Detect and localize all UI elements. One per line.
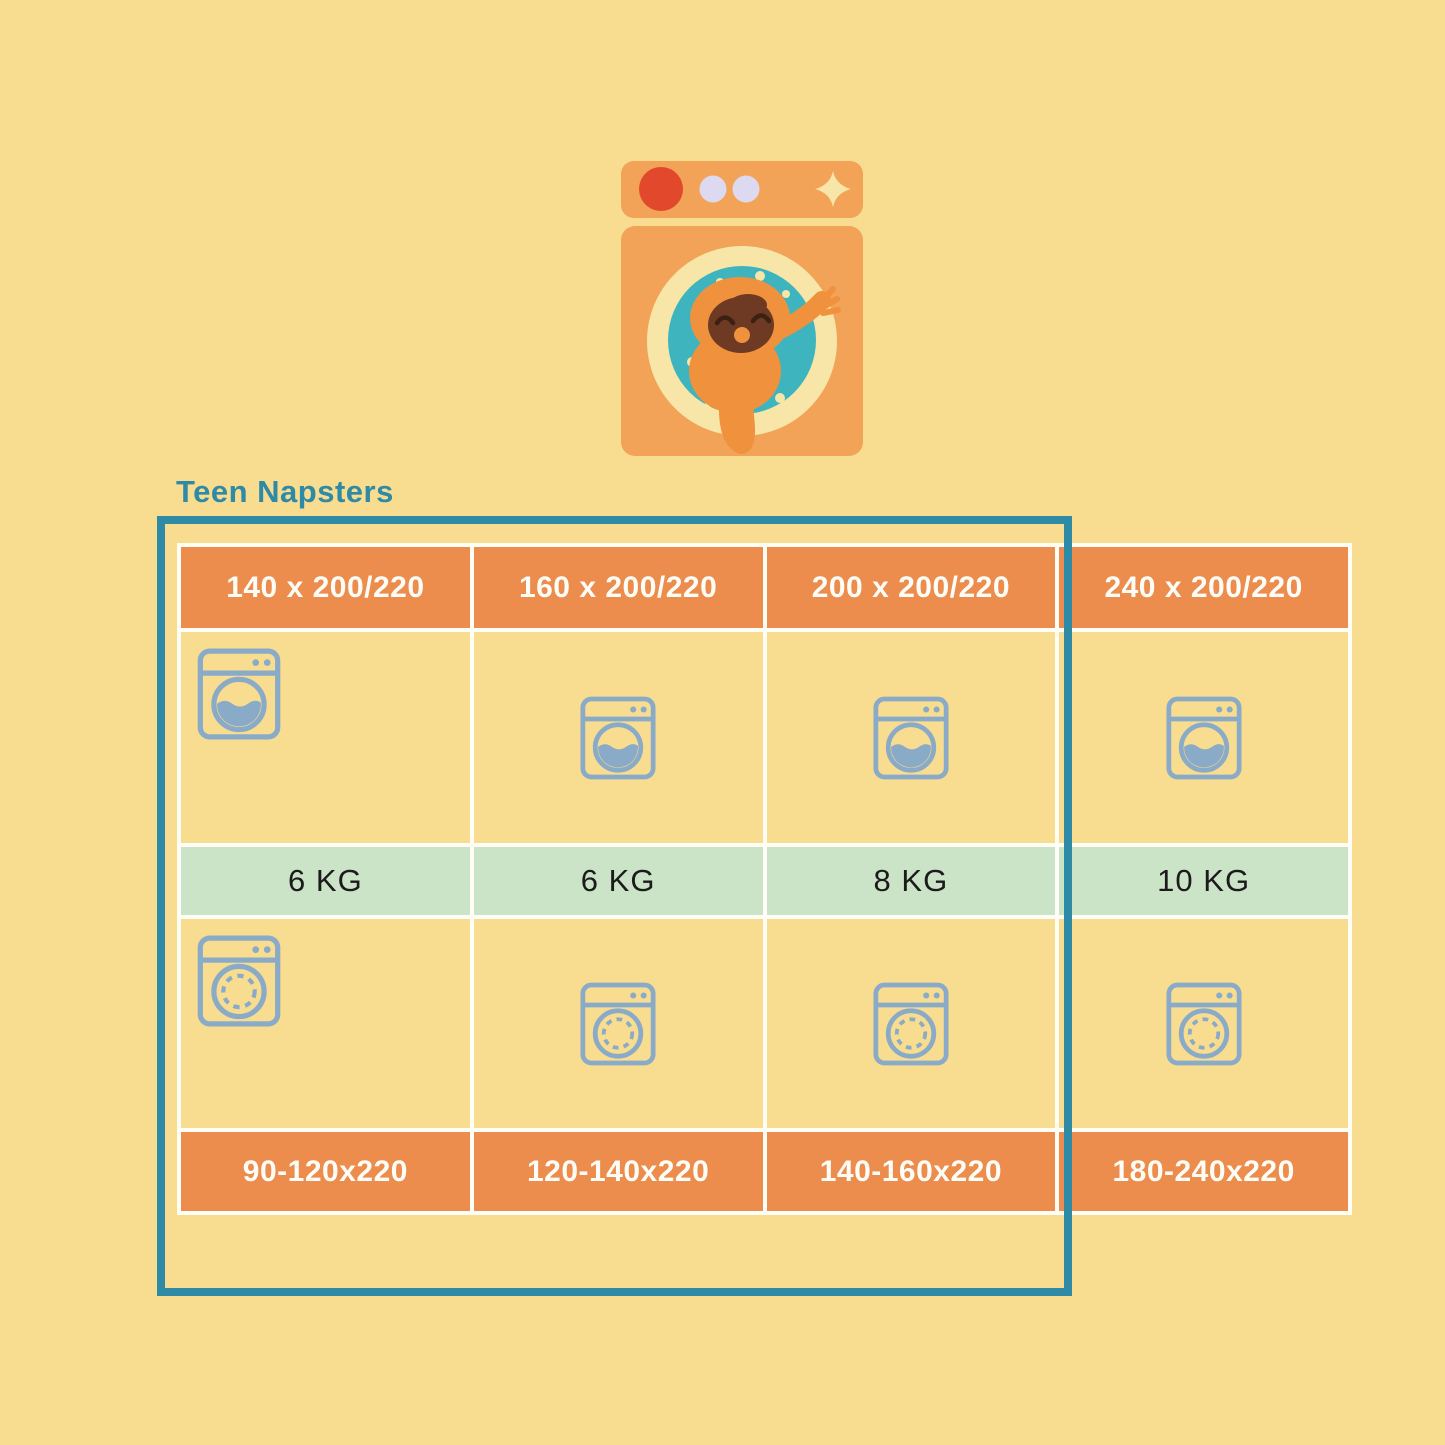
washer-cell — [473, 632, 763, 843]
washer-cell — [181, 632, 470, 843]
dryer-icon — [197, 935, 281, 1027]
capacity-cell: 6 KG — [181, 847, 470, 915]
size-cell: 90-120x220 — [181, 1132, 470, 1211]
size-cell: 180-240x220 — [1059, 1132, 1348, 1211]
washing-machine-icon — [197, 648, 281, 740]
size-cell: 120-140x220 — [473, 1132, 763, 1211]
capacity-cell: 10 KG — [1059, 847, 1348, 915]
duvet-size-label: 90-120x220 — [242, 1154, 408, 1188]
capacity-label: 6 KG — [288, 863, 363, 898]
duvet-size-label: 140-160x220 — [819, 1154, 1003, 1188]
dryer-icon — [873, 982, 949, 1065]
size-cell: 140-160x220 — [766, 1132, 1056, 1211]
bed-size-label: 240 x 200/220 — [1104, 570, 1303, 604]
capacity-label: 10 KG — [1157, 863, 1251, 898]
washer-cell — [766, 632, 1056, 843]
capacity-label: 6 KG — [580, 863, 656, 898]
header-cell: 200 x 200/220 — [766, 547, 1056, 628]
laundry-size-table: 140 x 200/220 160 x 200/220 200 x 200/22… — [177, 543, 1352, 1215]
capacity-label: 8 KG — [873, 863, 949, 898]
dryer-icon — [580, 982, 656, 1065]
header-cell: 140 x 200/220 — [181, 547, 470, 628]
sparkle-icon — [815, 171, 851, 207]
dryer-cell — [181, 919, 470, 1128]
washing-machine-icon — [1166, 696, 1242, 779]
waving-sloth — [689, 277, 841, 455]
washing-machine-icon — [873, 696, 949, 779]
dryer-icon — [1166, 982, 1242, 1065]
washer-cell — [1059, 632, 1348, 843]
dryer-cell — [473, 919, 763, 1128]
dryer-cell — [1059, 919, 1348, 1128]
washing-machine-illustration — [621, 161, 863, 456]
bed-size-label: 160 x 200/220 — [518, 570, 718, 604]
duvet-size-label: 120-140x220 — [526, 1154, 710, 1188]
washing-machine-icon — [580, 696, 656, 779]
header-cell: 160 x 200/220 — [473, 547, 763, 628]
lavender-button-icon — [699, 175, 727, 203]
duvet-size-label: 180-240x220 — [1112, 1154, 1295, 1188]
red-dial-icon — [639, 167, 683, 211]
bed-size-label: 140 x 200/220 — [226, 570, 425, 604]
dryer-cell — [766, 919, 1056, 1128]
page-title: Teen Napsters — [176, 474, 394, 509]
capacity-cell: 6 KG — [473, 847, 763, 915]
bed-size-label: 200 x 200/220 — [811, 570, 1011, 604]
capacity-cell: 8 KG — [766, 847, 1056, 915]
header-cell: 240 x 200/220 — [1059, 547, 1348, 628]
lavender-button-icon — [732, 175, 760, 203]
